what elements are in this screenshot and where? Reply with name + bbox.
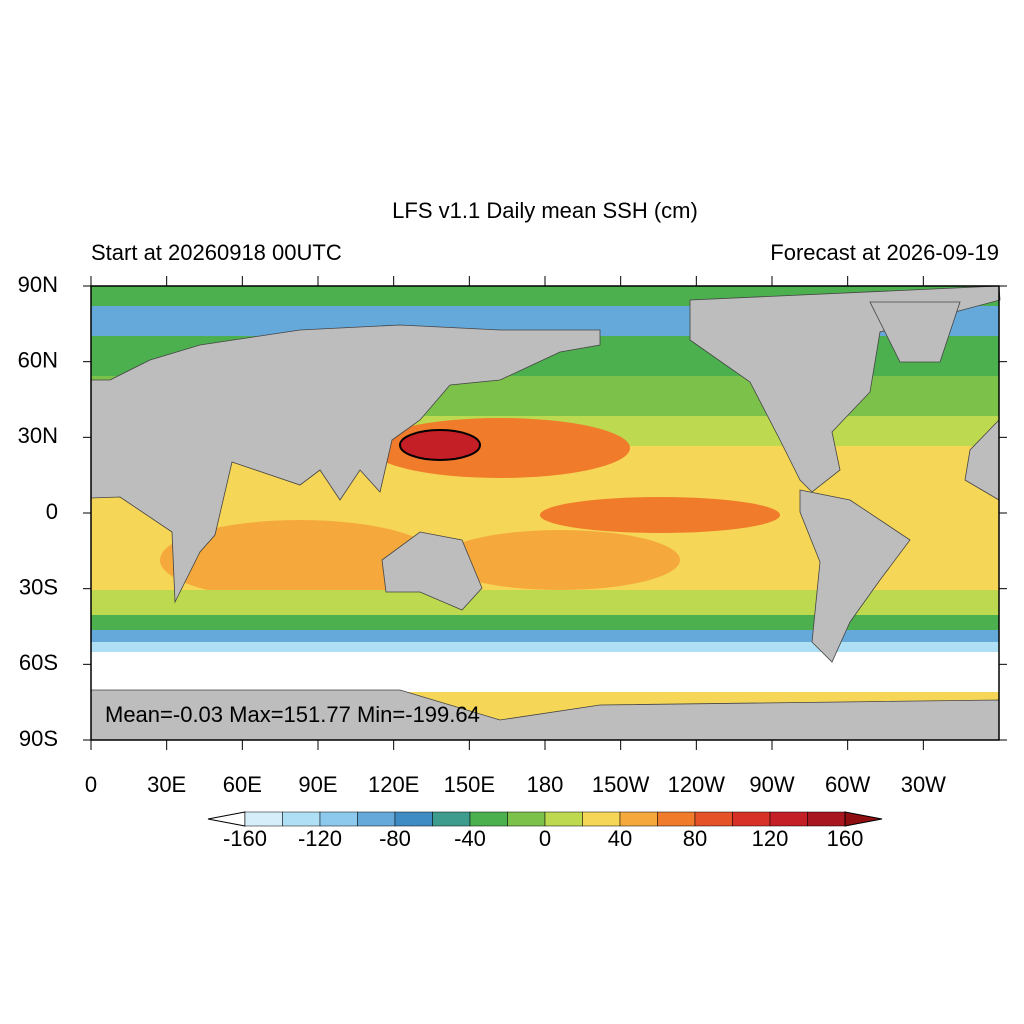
y-axis-label: 60N (18, 347, 58, 372)
x-axis-label: 120E (368, 772, 419, 797)
x-axis-label: 30W (901, 772, 946, 797)
ocean-band (91, 652, 999, 692)
south-america (799, 489, 911, 663)
x-axis-label: 60W (825, 772, 870, 797)
colorbar-box (319, 811, 358, 827)
colorbar-label: -40 (454, 826, 486, 851)
colorbar-label: -120 (298, 826, 342, 851)
y-axis-label: 90N (18, 272, 58, 297)
colorbar-box (807, 811, 846, 827)
x-axis-label: 150W (592, 772, 650, 797)
y-axis-label: 0 (46, 499, 58, 524)
x-axis-label: 120W (668, 772, 726, 797)
title: LFS v1.1 Daily mean SSH (cm) (392, 198, 698, 223)
warm-region (540, 497, 780, 533)
colorbar-box (694, 811, 733, 827)
x-axis-label: 0 (85, 772, 97, 797)
australia (381, 531, 483, 611)
colorbar-box (732, 811, 771, 827)
colorbar-label: 80 (683, 826, 707, 851)
colorbar-label: 120 (752, 826, 789, 851)
colorbar-box (619, 811, 658, 827)
colorbar-box (282, 811, 321, 827)
colorbar-box (469, 811, 508, 827)
colorbar-label: 0 (539, 826, 551, 851)
right-subtitle: Forecast at 2026-09-19 (770, 240, 999, 265)
colorbar-label: -80 (379, 826, 411, 851)
y-axis-label: 30N (18, 423, 58, 448)
map (90, 285, 1001, 741)
colorbar-box (657, 811, 696, 827)
colorbar-box (582, 811, 621, 827)
ocean-band (91, 630, 999, 642)
colorbar-box (357, 811, 396, 827)
x-axis-label: 150E (444, 772, 495, 797)
colorbar-over (844, 811, 883, 827)
y-axis-label: 90S (19, 726, 58, 751)
high-contour (399, 429, 481, 461)
warm-region (440, 530, 680, 590)
x-axis-label: 90W (749, 772, 794, 797)
x-axis-label: 180 (527, 772, 564, 797)
colorbar-box (769, 811, 808, 827)
x-axis-label: 30E (147, 772, 186, 797)
colorbar-label: 160 (827, 826, 864, 851)
y-axis-label: 30S (19, 574, 58, 599)
warm-region (160, 520, 440, 600)
ocean-band (91, 615, 999, 630)
x-axis-label: 60E (223, 772, 262, 797)
stats: Mean=-0.03 Max=151.77 Min=-199.64 (105, 702, 480, 727)
colorbar-under (207, 811, 246, 827)
y-axis-label: 60S (19, 650, 58, 675)
colorbar-label: -160 (223, 826, 267, 851)
colorbar-box (507, 811, 546, 827)
colorbar-box (432, 811, 471, 827)
left-subtitle: Start at 20260918 00UTC (91, 240, 342, 265)
greenland (869, 301, 961, 363)
x-axis-label: 90E (298, 772, 337, 797)
eurasia-africa (90, 324, 601, 604)
colorbar-box (394, 811, 433, 827)
colorbar-box (544, 811, 583, 827)
ocean-band (91, 642, 999, 652)
colorbar-box (244, 811, 283, 827)
colorbar-label: 40 (608, 826, 632, 851)
